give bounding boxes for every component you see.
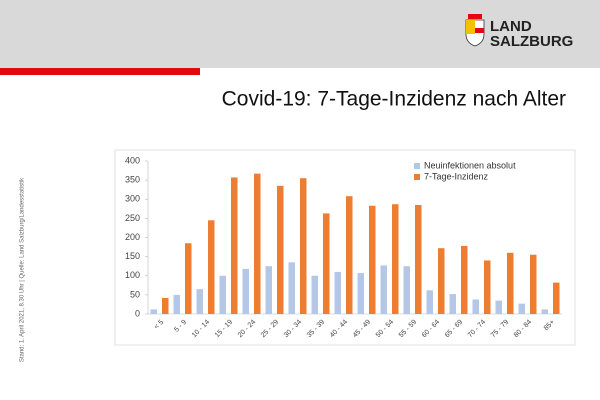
bar: [334, 271, 341, 314]
bar: [311, 275, 318, 314]
y-tick-label: 400: [125, 155, 140, 165]
bar: [518, 303, 525, 314]
bar: [185, 243, 192, 314]
bar: [403, 266, 410, 314]
y-tick-label: 300: [125, 194, 140, 204]
bar: [484, 260, 491, 314]
red-bar: [0, 68, 200, 75]
y-tick-label: 100: [125, 270, 140, 280]
bar: [426, 290, 433, 314]
bar: [380, 265, 387, 314]
bar: [461, 245, 468, 314]
bar: [507, 252, 514, 314]
y-tick-label: 200: [125, 232, 140, 242]
header-band: [0, 0, 600, 68]
bar: [219, 275, 226, 314]
bar: [231, 177, 238, 314]
bar: [553, 282, 560, 314]
bar: [541, 309, 548, 314]
legend-swatch: [414, 163, 420, 169]
y-tick-label: 350: [125, 175, 140, 185]
slide-title: Covid-19: 7-Tage-Inzidenz nach Alter: [222, 88, 566, 111]
bar: [208, 220, 215, 314]
bar: [495, 300, 502, 314]
bar: [472, 299, 479, 314]
logo-line2: SALZBURG: [490, 33, 573, 50]
bar: [277, 185, 284, 314]
legend-swatch: [414, 174, 420, 180]
bar: [288, 262, 295, 314]
logo-line1: LAND: [490, 18, 532, 35]
bar: [438, 248, 445, 314]
bar: [162, 297, 169, 314]
chart-frame: [114, 149, 576, 346]
bar: [530, 254, 537, 314]
bar: [196, 289, 203, 314]
bar: [392, 204, 399, 314]
y-tick-label: 250: [125, 213, 140, 223]
legend-label: 7-Tage-Inzidenz: [424, 171, 489, 181]
bar: [173, 294, 180, 314]
bar: [357, 273, 364, 314]
bar: [369, 205, 376, 314]
bar: [300, 178, 307, 314]
bar: [254, 173, 261, 314]
coat-of-arms: [465, 14, 485, 47]
y-tick-label: 150: [125, 251, 140, 261]
bar: [346, 196, 353, 314]
legend-label: Neuinfektionen absolut: [424, 160, 516, 170]
bar: [265, 266, 272, 314]
y-tick-label: 0: [135, 308, 140, 318]
bar: [242, 268, 249, 314]
bar: [150, 309, 157, 314]
y-tick-label: 50: [130, 289, 140, 299]
bar: [449, 294, 456, 314]
bar: [415, 204, 422, 314]
bar: [323, 213, 330, 314]
side-note: Stand: 1. April 2021, 8.30 Uhr | Quelle:…: [20, 177, 26, 362]
